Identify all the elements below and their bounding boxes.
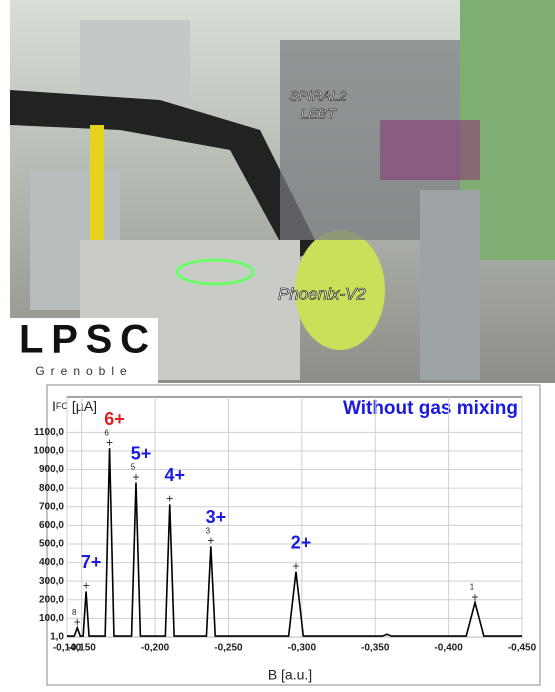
page: SPIRAL2 LEBT Phoenix-V2 LPSC Grenoble Wi…	[0, 0, 555, 687]
x-tick-label: -0,200	[141, 643, 170, 654]
y-tick-label: 1100,0	[34, 427, 64, 438]
x-tick-label: -0,400	[434, 643, 463, 654]
y-tick-label: 100,0	[39, 613, 64, 624]
x-axis-label: B [a.u.]	[268, 667, 312, 683]
y-tick-label: 600,0	[39, 520, 64, 531]
peak-marker: +	[83, 579, 90, 593]
x-tick-label: -0,250	[214, 643, 243, 654]
y-tick-label: 900,0	[39, 464, 64, 475]
peak-marker: +	[132, 470, 139, 484]
source-label: Phoenix-V2	[278, 284, 366, 303]
charge-label: 6+	[104, 409, 125, 429]
y-tick-label: 500,0	[39, 539, 64, 550]
x-tick-label: -0,300	[288, 643, 317, 654]
y-tick-label: 1,0	[50, 631, 64, 642]
y-tick-label: 200,0	[39, 594, 64, 605]
y-tick-label: 800,0	[39, 483, 64, 494]
peak-marker: +	[106, 435, 113, 449]
peak-marker: +	[207, 534, 214, 548]
x-tick-label: -0,350	[361, 643, 390, 654]
y-tick-label: 1000,0	[33, 446, 64, 457]
charge-label: 7+	[81, 552, 102, 572]
peak-marker: +	[166, 492, 173, 506]
peak-number: 6	[104, 428, 109, 437]
peak-marker: +	[472, 590, 479, 604]
x-tick-label: -0,150	[67, 643, 96, 654]
peak-marker: +	[292, 559, 299, 573]
y-tick-label: 700,0	[39, 501, 64, 512]
x-tick-label: -0,450	[508, 643, 537, 654]
peak-number: 5	[131, 463, 136, 472]
y-tick-label: 300,0	[39, 576, 64, 587]
peak-marker: +	[74, 615, 81, 629]
logo-city: Grenoble	[35, 364, 132, 378]
y-label-unit: [µA]	[72, 398, 97, 414]
photo-label: LEBT	[300, 106, 336, 122]
peak-number: 8	[72, 608, 77, 617]
charge-label: 5+	[131, 443, 152, 463]
photo-label: SPIRAL2	[289, 88, 347, 104]
chart-title: Without gas mixing	[343, 398, 518, 419]
charge-label: 3+	[206, 507, 227, 527]
peak-number: 3	[206, 527, 211, 536]
charge-label: 2+	[291, 532, 312, 552]
peak-number: 1	[470, 583, 475, 592]
charge-label: 4+	[164, 465, 185, 485]
y-tick-label: 400,0	[39, 557, 64, 568]
